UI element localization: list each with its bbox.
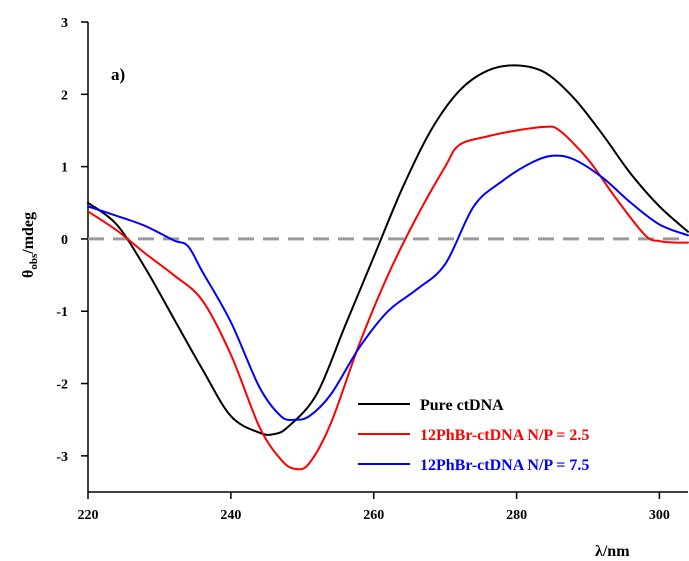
y-axis-title-sub: obs: [28, 253, 40, 270]
x-tick-label: 260: [363, 508, 384, 523]
y-axis-title-rest: /mdeg: [20, 212, 37, 255]
y-tick-label: 0: [61, 233, 68, 248]
series-line-np-7-5: [87, 154, 689, 421]
x-tick-label: 300: [649, 508, 670, 523]
series-line-pure-ctdna: [87, 64, 689, 436]
y-tick-label: -3: [56, 450, 68, 465]
legend-label-pure-ctdna: Pure ctDNA: [420, 397, 504, 414]
y-tick-label: -1: [56, 305, 68, 320]
legend-label-np-2-5: 12PhBr-ctDNA N/P = 2.5: [420, 427, 589, 444]
tick-layer: 220 240 260 280 300 -3 -2 -1 0 1 2 3: [56, 16, 670, 523]
legend: Pure ctDNA 12PhBr-ctDNA N/P = 2.5 12PhBr-c…: [358, 397, 589, 474]
y-tick-label: -2: [56, 378, 68, 393]
x-tick-label: 240: [220, 508, 241, 523]
axes-frame: [87, 22, 688, 493]
y-axis-title: θobs/mdeg: [20, 212, 40, 278]
y-tick-label: 2: [61, 88, 68, 103]
y-tick-label: 1: [61, 161, 68, 176]
y-tick-label: 3: [61, 16, 68, 31]
x-axis-title: λ/nm: [595, 543, 630, 560]
x-tick-label: 220: [78, 508, 99, 523]
series-line-np-2-5: [87, 125, 689, 471]
series-layer: [87, 64, 689, 471]
legend-label-np-7-5: 12PhBr-ctDNA N/P = 7.5: [420, 457, 589, 474]
panel-label: a): [111, 65, 125, 84]
x-tick-label: 280: [506, 508, 527, 523]
y-axis-title-main: θ: [20, 270, 37, 278]
